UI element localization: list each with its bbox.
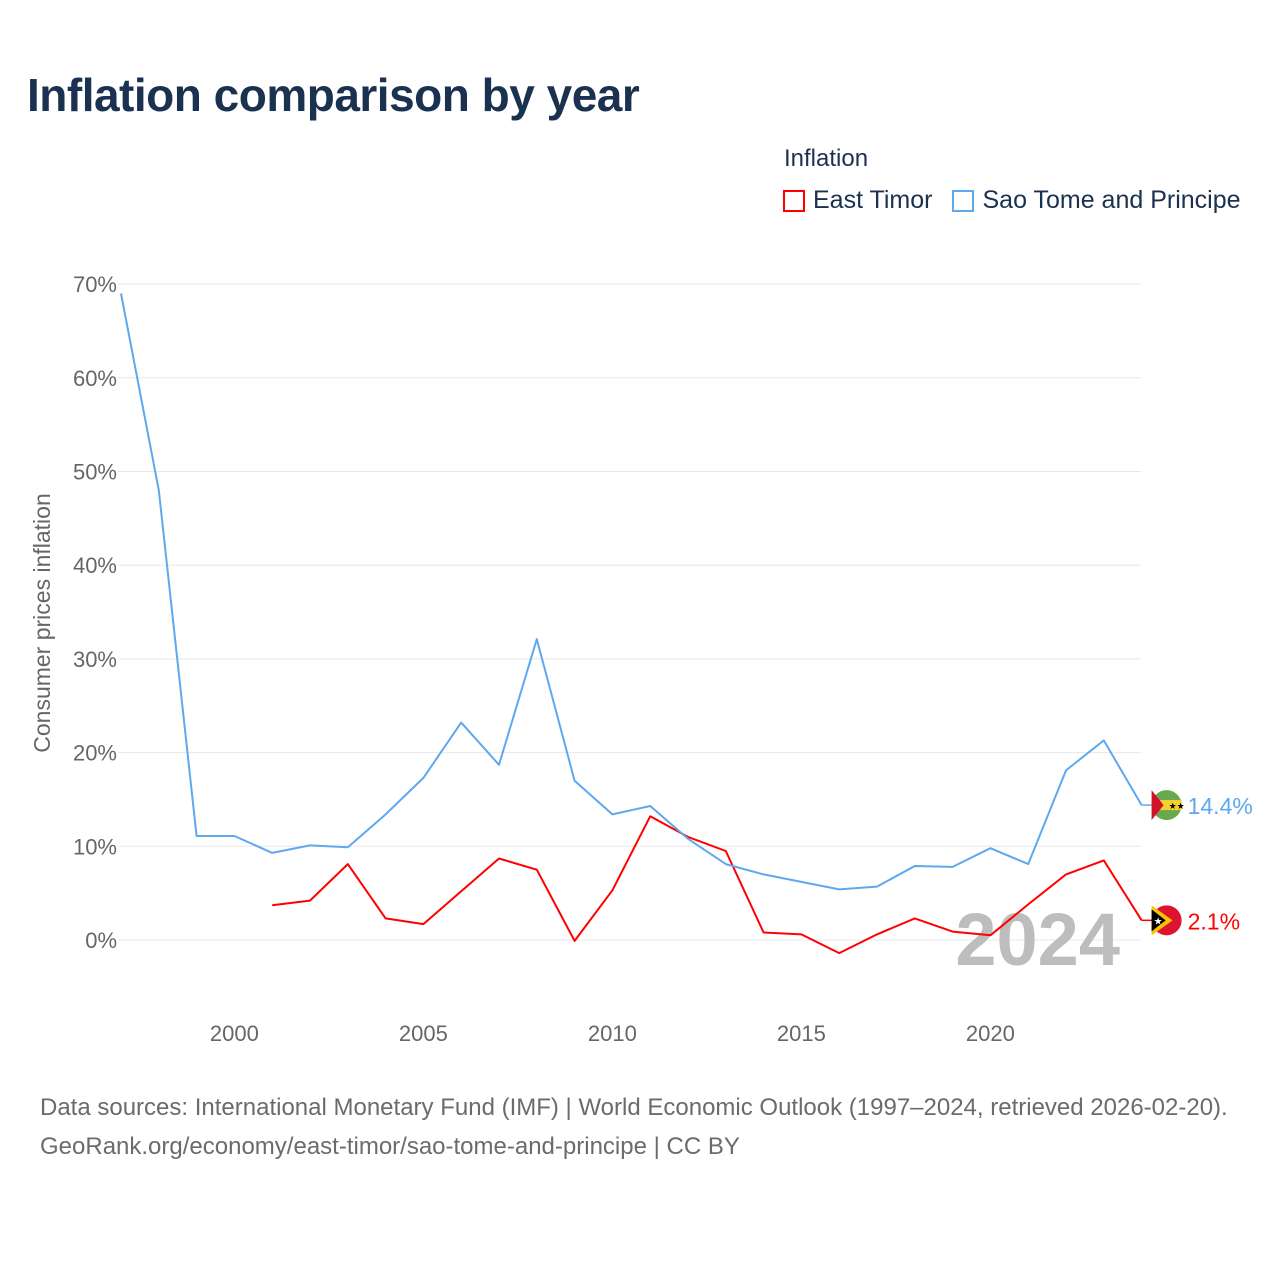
legend-item-east-timor[interactable]: East Timor [783, 186, 932, 215]
y-tick-label: 50% [73, 460, 117, 485]
flag-star: ★ [1154, 916, 1163, 927]
series-line-east-timor [272, 815, 1143, 955]
data-sources: Data sources: International Monetary Fun… [40, 1094, 1228, 1121]
y-tick-label: 0% [85, 928, 117, 953]
flag-triangle [1151, 790, 1164, 821]
x-tick-label: 2020 [966, 1021, 1015, 1046]
x-tick-label: 2015 [777, 1021, 826, 1046]
y-tick-label: 20% [73, 741, 117, 766]
year-watermark: 2024 [955, 898, 1120, 981]
y-tick-label: 70% [73, 272, 117, 297]
x-tick-label: 2010 [588, 1021, 637, 1046]
y-tick-label: 40% [73, 553, 117, 578]
x-tick-label: 2000 [210, 1021, 259, 1046]
flag-stars: ★★ [1169, 801, 1185, 811]
y-tick-label: 10% [73, 834, 117, 859]
legend-label: Sao Tome and Principe [982, 186, 1241, 214]
flag-stripe [1151, 800, 1182, 811]
legend-swatch-east-timor [783, 189, 805, 212]
chart-title: Inflation comparison by year [27, 69, 640, 121]
legend-item-sao-tome[interactable]: Sao Tome and Principe [952, 186, 1241, 215]
legend: East Timor Sao Tome and Principe [783, 186, 1241, 215]
footer: Data sources: International Monetary Fun… [40, 1088, 1250, 1166]
y-axis-label: Consumer prices inflation [29, 493, 55, 753]
x-tick-label: 2005 [399, 1021, 448, 1046]
flag-triangle [1151, 909, 1166, 932]
legend-swatch-sao-tome [952, 189, 975, 212]
legend-title: Inflation [784, 145, 869, 172]
end-value-label: 14.4% [1188, 793, 1253, 819]
y-tick-label: 60% [73, 366, 117, 391]
legend-label: East Timor [813, 186, 933, 214]
end-value-label: 2.1% [1188, 908, 1240, 934]
y-tick-label: 30% [73, 647, 117, 672]
source-link[interactable]: GeoRank.org/economy/east-timor/sao-tome-… [40, 1133, 740, 1160]
series-line-sao-tome [120, 293, 1143, 891]
